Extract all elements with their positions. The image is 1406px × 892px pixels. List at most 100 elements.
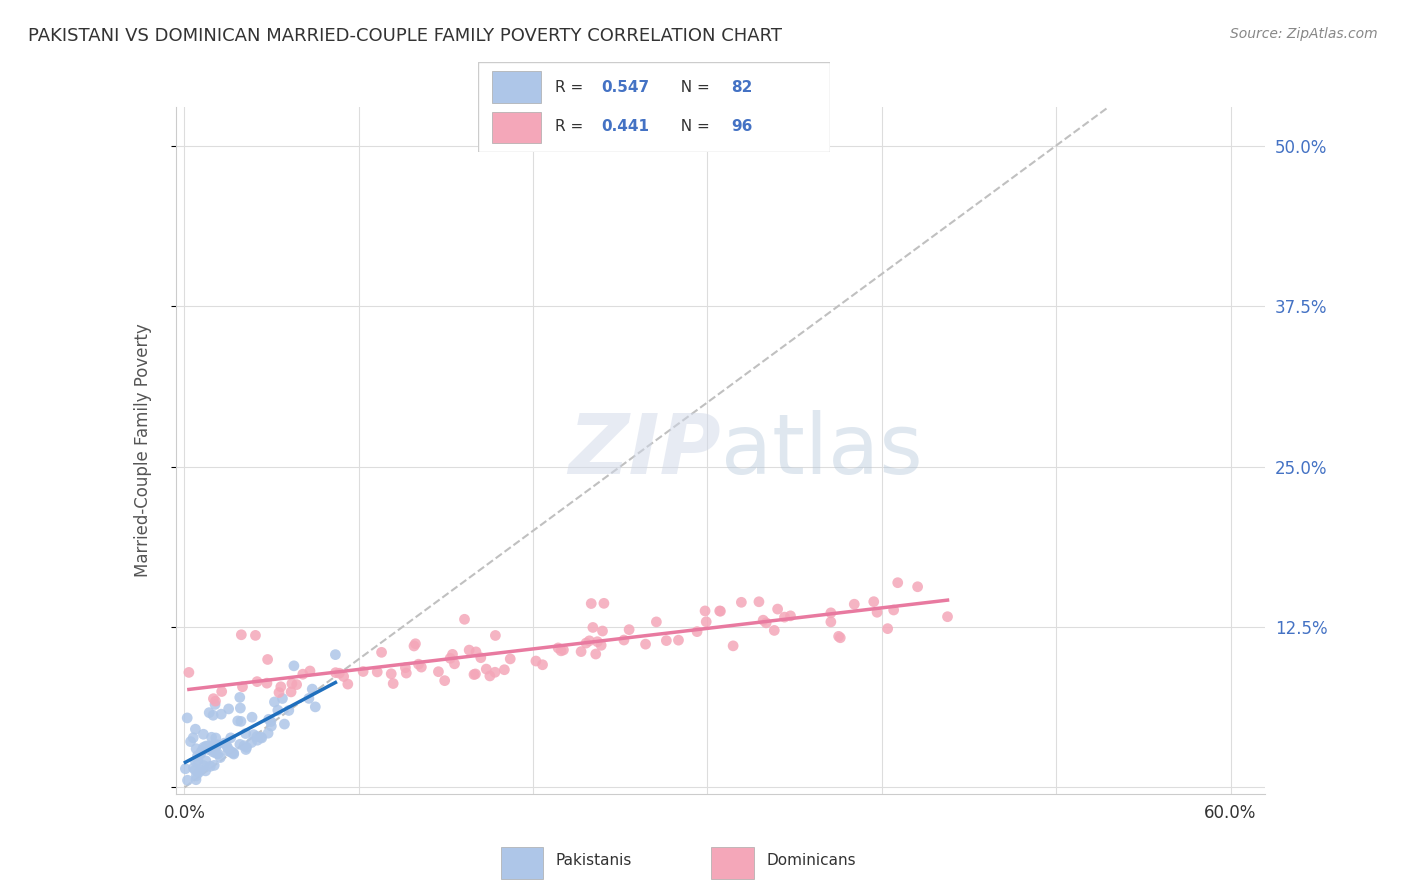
Point — [465, 645, 488, 659]
Point — [263, 695, 285, 709]
Point — [188, 765, 211, 780]
Text: Pakistanis: Pakistanis — [555, 854, 631, 868]
Point — [827, 629, 849, 643]
Point — [394, 661, 416, 675]
Point — [352, 665, 374, 679]
Point — [433, 673, 456, 688]
Point — [184, 763, 207, 777]
Point — [240, 710, 263, 724]
Point — [186, 769, 208, 783]
Text: 0.441: 0.441 — [602, 120, 650, 134]
Point — [273, 717, 295, 731]
Point — [304, 699, 326, 714]
Text: atlas: atlas — [721, 410, 922, 491]
Point — [246, 733, 269, 747]
Point — [721, 639, 744, 653]
Point — [593, 596, 616, 610]
Point — [366, 665, 388, 679]
Point — [453, 612, 475, 626]
Point — [766, 602, 789, 616]
Point — [531, 657, 554, 672]
Point — [862, 595, 884, 609]
Point — [475, 662, 498, 676]
Point — [190, 747, 212, 761]
Point — [553, 643, 575, 657]
Point — [395, 666, 418, 681]
Point — [370, 645, 392, 659]
Text: N =: N = — [672, 120, 716, 134]
Point — [298, 691, 321, 706]
Point — [458, 643, 481, 657]
Point — [686, 624, 709, 639]
Point — [617, 623, 640, 637]
FancyBboxPatch shape — [492, 71, 541, 103]
Point — [256, 676, 278, 690]
Y-axis label: Married-Couple Family Poverty: Married-Couple Family Poverty — [134, 324, 152, 577]
Point — [184, 772, 207, 787]
Point — [194, 754, 217, 768]
Point — [201, 745, 224, 759]
Point — [285, 677, 308, 691]
Point — [830, 631, 852, 645]
Point — [748, 595, 770, 609]
Point — [478, 669, 501, 683]
Point — [763, 624, 786, 638]
Point — [193, 758, 215, 772]
Point — [267, 703, 290, 717]
Point — [201, 739, 224, 753]
Point — [645, 615, 668, 629]
Text: PAKISTANI VS DOMINICAN MARRIED-COUPLE FAMILY POVERTY CORRELATION CHART: PAKISTANI VS DOMINICAN MARRIED-COUPLE FA… — [28, 27, 782, 45]
Point — [209, 750, 232, 764]
FancyBboxPatch shape — [478, 62, 830, 152]
Point — [226, 714, 249, 728]
Point — [820, 606, 842, 620]
Point — [709, 604, 731, 618]
FancyBboxPatch shape — [711, 847, 754, 879]
Point — [524, 654, 547, 668]
Point — [591, 638, 613, 652]
Point — [193, 740, 215, 755]
Point — [194, 739, 217, 753]
Point — [184, 754, 207, 768]
Point — [209, 707, 232, 722]
FancyBboxPatch shape — [492, 112, 541, 143]
Point — [586, 634, 609, 648]
Point — [240, 735, 263, 749]
Point — [250, 731, 273, 745]
Point — [484, 665, 506, 680]
Point — [402, 639, 425, 653]
Point — [197, 739, 219, 753]
Point — [820, 615, 842, 629]
Point — [183, 761, 205, 775]
Text: R =: R = — [555, 120, 589, 134]
Point — [260, 719, 283, 733]
Point — [291, 667, 314, 681]
Point — [184, 722, 207, 736]
Point — [439, 651, 461, 665]
Point — [298, 664, 321, 678]
Point — [229, 737, 252, 751]
Point — [755, 615, 778, 630]
Point — [187, 748, 209, 763]
Point — [246, 674, 269, 689]
Point — [235, 740, 257, 755]
Text: 82: 82 — [731, 80, 752, 95]
Point — [174, 762, 197, 776]
Point — [709, 604, 731, 618]
Point — [202, 708, 225, 723]
Point — [470, 650, 492, 665]
Point — [883, 603, 905, 617]
Point — [270, 680, 292, 694]
Point — [198, 742, 221, 756]
Point — [844, 597, 866, 611]
Point — [404, 637, 426, 651]
Point — [876, 622, 898, 636]
Text: R =: R = — [555, 80, 589, 95]
Point — [257, 712, 280, 726]
Point — [194, 764, 217, 778]
Text: 0.547: 0.547 — [602, 80, 650, 95]
Point — [229, 714, 252, 729]
Point — [204, 698, 226, 712]
Point — [193, 727, 215, 741]
Point — [200, 731, 222, 745]
